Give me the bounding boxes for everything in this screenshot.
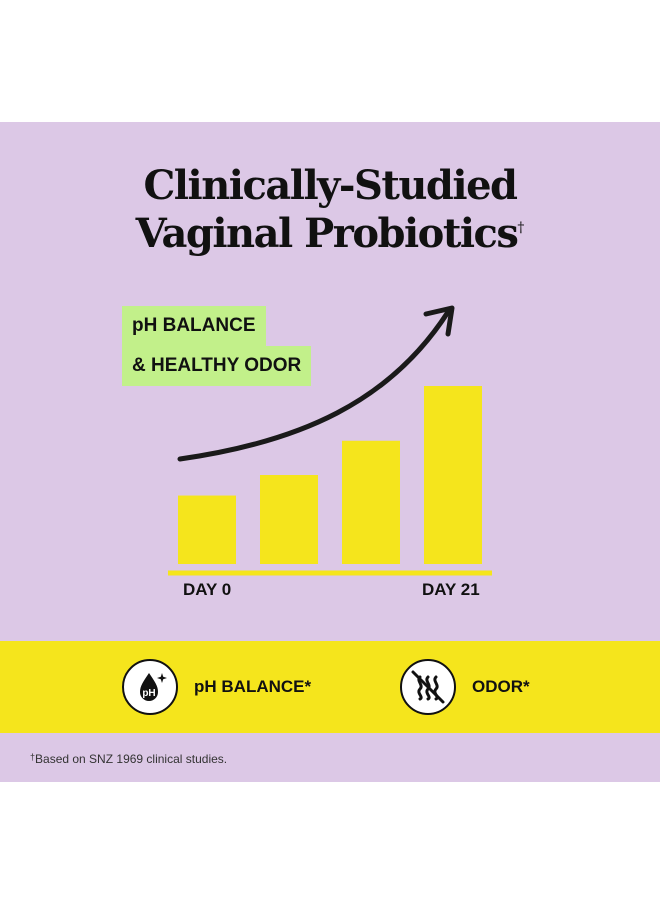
svg-text:pH: pH xyxy=(142,688,155,699)
trend-arrow-head xyxy=(423,305,455,337)
chart-bar-4 xyxy=(424,386,482,564)
headline-line-2: Vaginal Probiotics† xyxy=(0,210,660,258)
benefit-odor: ODOR* xyxy=(400,657,530,717)
x-label-start: DAY 0 xyxy=(183,580,232,599)
tag-ph-balance: pH BALANCE xyxy=(122,306,266,346)
headline-line-2-text: Vaginal Probiotics xyxy=(135,210,519,257)
ph-drop-icon: pH xyxy=(122,659,178,715)
footnote-text: Based on SNZ 1969 clinical studies. xyxy=(35,752,228,766)
tag-healthy-odor: & HEALTHY ODOR xyxy=(122,346,312,386)
footnote: †Based on SNZ 1969 clinical studies. xyxy=(30,752,227,766)
benefit-label-ph: pH BALANCE* xyxy=(194,677,312,696)
chart-bar-1 xyxy=(178,495,236,564)
benefits-band: pH pH BALANCE* ODOR* xyxy=(0,641,660,733)
chart-bar-3 xyxy=(342,440,400,564)
trend-arrow xyxy=(177,309,451,462)
chart-bar-2 xyxy=(260,475,318,564)
benefit-ph-balance: pH pH BALANCE* xyxy=(122,657,311,717)
benefit-label-odor: ODOR* xyxy=(472,677,530,696)
infographic-panel: Clinically-Studied Vaginal Probiotics† p… xyxy=(0,122,660,782)
footnote-dagger: † xyxy=(30,752,36,762)
x-label-end: DAY 21 xyxy=(422,580,480,599)
headline-line-1: Clinically-Studied xyxy=(143,162,518,209)
growth-chart xyxy=(168,305,492,576)
no-odor-icon xyxy=(400,659,456,715)
headline-dagger: † xyxy=(517,220,525,236)
